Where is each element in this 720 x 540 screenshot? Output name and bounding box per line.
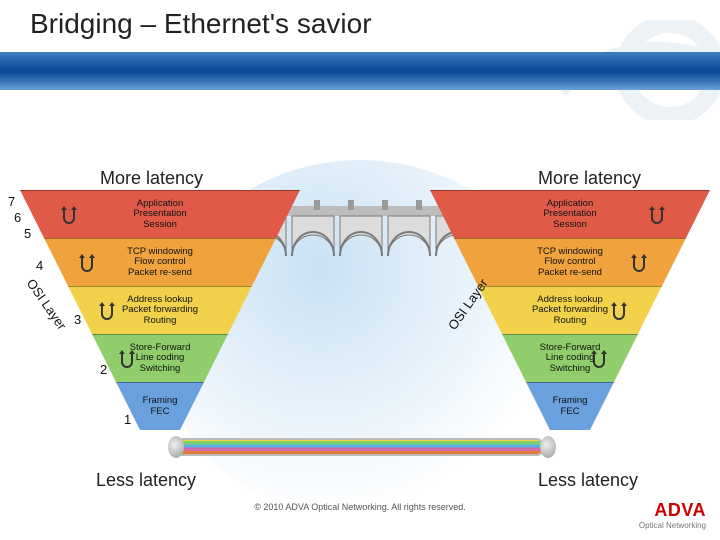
loop-arrow-icon (610, 300, 632, 322)
osi-num-3: 3 (74, 312, 81, 327)
loop-arrow-icon (118, 348, 140, 370)
less-latency-right: Less latency (538, 470, 638, 491)
phy-pipe-end-right-icon (540, 436, 556, 458)
loop-arrow-icon (98, 300, 120, 322)
band-r-2: Store-Forward Line coding Switching (430, 334, 710, 382)
osi-num-5: 5 (24, 226, 31, 241)
osi-triangle-left-clip: Application Presentation Session TCP win… (20, 190, 300, 470)
osi-triangle-left: Application Presentation Session TCP win… (20, 190, 300, 470)
less-latency-left: Less latency (96, 470, 196, 491)
slide-root: { "title": "Bridging – Ethernet's savior… (0, 0, 720, 540)
band-l-4: TCP windowing Flow control Packet re-sen… (20, 238, 300, 286)
band-l-2: Store-Forward Line coding Switching (20, 334, 300, 382)
osi-num-7: 7 (8, 194, 15, 209)
osi-num-6: 6 (14, 210, 21, 225)
adva-logo-tagline: Optical Networking (639, 521, 706, 530)
osi-num-1: 1 (124, 412, 131, 427)
osi-num-2: 2 (100, 362, 107, 377)
band-r-4: TCP windowing Flow control Packet re-sen… (430, 238, 710, 286)
header-strip (0, 52, 720, 90)
adva-logo-text: ADVA (639, 500, 706, 521)
phy-pipe (175, 438, 545, 456)
band-r-1: Framing FEC (430, 382, 710, 430)
loop-arrow-icon (590, 348, 612, 370)
osi-num-4: 4 (36, 258, 43, 273)
more-latency-left: More latency (100, 168, 203, 189)
osi-triangle-right-clip: Application Presentation Session TCP win… (430, 190, 710, 470)
loop-arrow-icon (630, 252, 652, 274)
copyright-line: © 2010 ADVA Optical Networking. All righ… (0, 502, 720, 512)
osi-triangle-right: Application Presentation Session TCP win… (430, 190, 710, 470)
loop-arrow-icon (648, 204, 670, 226)
loop-arrow-icon (78, 252, 100, 274)
band-l-1: Framing FEC (20, 382, 300, 430)
slide-title: Bridging – Ethernet's savior (30, 8, 372, 40)
loop-arrow-icon (60, 204, 82, 226)
adva-logo: ADVA Optical Networking (639, 500, 706, 530)
more-latency-right: More latency (538, 168, 641, 189)
phy-pipe-end-left-icon (168, 436, 184, 458)
